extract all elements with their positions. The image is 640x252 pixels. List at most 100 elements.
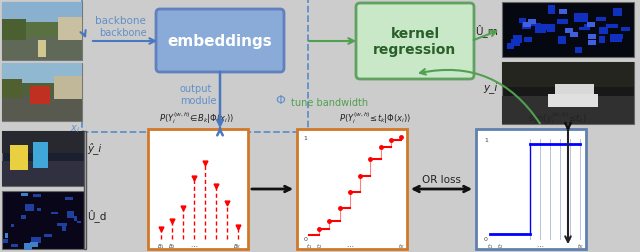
Bar (584, 25, 589, 31)
Text: $t_K$: $t_K$ (397, 241, 404, 250)
Bar (599, 37, 605, 44)
Text: $\mathrm{sgn}(y_i^{(w,h)}\!\leq\!t_k)$: $\mathrm{sgn}(y_i^{(w,h)}\!\leq\!t_k)$ (527, 110, 586, 125)
Bar (587, 23, 595, 28)
Text: 1: 1 (303, 135, 307, 140)
Bar (31, 242, 38, 247)
Bar (148, 130, 248, 249)
Bar (588, 41, 596, 46)
Text: $t_2$: $t_2$ (497, 241, 503, 250)
Text: $P(Y_i^{(w,h)}\!\in\!B_k|\Phi(x_i))$: $P(Y_i^{(w,h)}\!\in\!B_k|\Phi(x_i))$ (159, 110, 234, 125)
Bar (513, 36, 522, 43)
Bar (575, 47, 582, 54)
FancyBboxPatch shape (476, 130, 586, 249)
Bar (2, 64, 82, 121)
Bar (54, 76, 82, 100)
Text: kernel
regression: kernel regression (373, 27, 456, 57)
Bar (588, 35, 596, 40)
Bar (605, 25, 618, 29)
Bar (58, 224, 67, 226)
Bar (24, 243, 32, 250)
Bar (25, 205, 35, 211)
Bar (2, 96, 82, 121)
Bar (3, 239, 8, 243)
Text: tune bandwidth: tune bandwidth (291, 98, 369, 108)
Bar (2, 64, 82, 84)
Bar (5, 233, 8, 238)
Text: $t_1$: $t_1$ (487, 241, 493, 250)
Text: Û_d: Û_d (87, 208, 106, 221)
Bar (502, 63, 634, 124)
Bar (574, 14, 588, 23)
Bar (599, 27, 608, 35)
Text: $\cdots$: $\cdots$ (346, 241, 354, 247)
Bar (2, 38, 82, 61)
Text: ŷ_i: ŷ_i (87, 142, 101, 154)
Bar (21, 215, 26, 219)
Bar (11, 224, 14, 227)
Bar (523, 23, 531, 28)
Bar (2, 20, 26, 41)
FancyBboxPatch shape (356, 4, 474, 80)
Bar (555, 84, 595, 106)
Bar (619, 35, 623, 40)
Text: $B_1$: $B_1$ (157, 241, 165, 250)
Text: 1: 1 (484, 137, 488, 142)
Bar (2, 80, 22, 99)
Bar (38, 41, 46, 58)
Bar (30, 87, 50, 104)
Bar (579, 27, 588, 30)
Bar (2, 3, 82, 61)
Bar (297, 130, 407, 249)
Text: $P(Y_i^{(w,h)}\!\leq\!t_k|\Phi(x_i))$: $P(Y_i^{(w,h)}\!\leq\!t_k|\Phi(x_i))$ (339, 110, 411, 125)
Text: $B_K$: $B_K$ (233, 241, 242, 250)
Bar (77, 221, 81, 223)
Text: y_i: y_i (484, 82, 498, 93)
Bar (84, 132, 86, 249)
Text: backbone: backbone (95, 16, 146, 26)
Bar (2, 162, 84, 186)
Text: OR loss: OR loss (422, 174, 461, 184)
Bar (558, 37, 566, 45)
Bar (502, 97, 634, 124)
Bar (31, 237, 41, 243)
Text: 0: 0 (484, 237, 488, 241)
Bar (540, 25, 551, 30)
Bar (621, 28, 630, 32)
Bar (44, 234, 52, 237)
Text: $B_2$: $B_2$ (168, 241, 176, 250)
Bar (557, 19, 568, 25)
Bar (524, 38, 532, 43)
Text: $\cdots$: $\cdots$ (190, 241, 198, 247)
Bar (37, 208, 41, 211)
Bar (33, 142, 48, 169)
Bar (548, 95, 598, 107)
Bar (61, 225, 65, 231)
Text: backbone: backbone (99, 28, 147, 38)
Bar (570, 33, 578, 38)
Bar (547, 25, 555, 33)
Bar (613, 9, 622, 17)
Bar (11, 244, 19, 247)
Bar (611, 35, 622, 43)
Text: $t_1$: $t_1$ (306, 241, 312, 250)
Bar (65, 197, 74, 201)
Bar (565, 29, 573, 34)
Bar (507, 44, 514, 50)
Text: 0: 0 (303, 237, 307, 241)
Bar (21, 194, 29, 196)
Bar (527, 20, 536, 25)
Text: $\cdots$: $\cdots$ (536, 241, 544, 247)
Bar (596, 18, 605, 22)
Bar (522, 22, 531, 30)
Bar (2, 132, 84, 153)
Text: $t_K$: $t_K$ (577, 241, 584, 250)
Text: Û_m: Û_m (475, 24, 498, 37)
Bar (559, 10, 567, 15)
Bar (518, 19, 526, 24)
Bar (528, 24, 541, 27)
Bar (2, 3, 82, 23)
Bar (548, 6, 556, 15)
Bar (2, 191, 84, 249)
Text: $t_2$: $t_2$ (316, 241, 323, 250)
Bar (51, 212, 58, 214)
